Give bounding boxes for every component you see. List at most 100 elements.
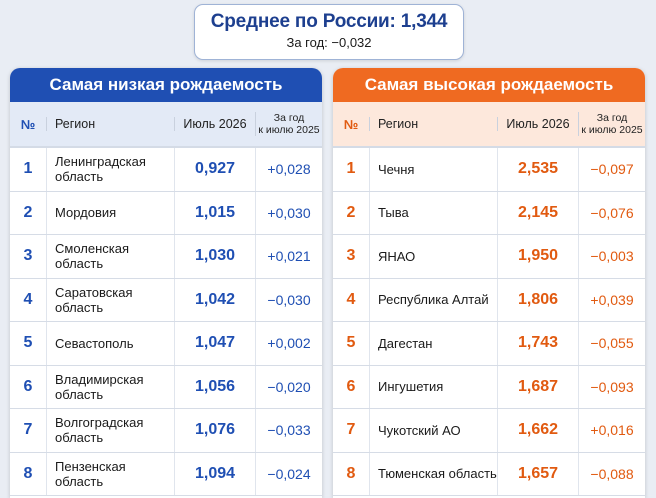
- table-row: 5 Дагестан 1,743 −0,055: [333, 322, 645, 366]
- region-cell: Республика Алтай: [369, 278, 497, 321]
- region-line1: Смоленская: [55, 241, 130, 257]
- rank-cell: 1: [23, 160, 33, 178]
- header-change-line1: За год: [273, 112, 305, 124]
- header-value: Июль 2026: [497, 117, 578, 131]
- year-change-value: −0,033: [255, 409, 322, 452]
- year-change-value: +0,016: [578, 409, 645, 452]
- birthrate-value: 1,950: [497, 235, 578, 278]
- region-cell: Тюменская область: [369, 452, 497, 495]
- birthrate-value: 1,030: [174, 235, 255, 278]
- region-name: Дагестан: [378, 336, 432, 351]
- region-line1: Ленинградская: [55, 154, 146, 170]
- region-name: Волгоградская область: [55, 415, 143, 445]
- highest-panel-title: Самая высокая рождаемость: [333, 68, 645, 102]
- highest-table-header: № Регион Июль 2026 За год к июлю 2025: [333, 102, 645, 148]
- region-cell: Волгоградская область: [46, 409, 174, 452]
- birthrate-value: 0,927: [174, 148, 255, 191]
- region-line1: Тыва: [378, 205, 409, 221]
- birthrate-value: 1,806: [497, 278, 578, 321]
- region-cell: Саратовская область: [46, 278, 174, 321]
- region-line1: Пензенская: [55, 458, 126, 474]
- region-name: Чукотский АО: [378, 423, 461, 438]
- region-name: Тыва: [378, 205, 409, 220]
- region-cell: Дагестан: [369, 322, 497, 365]
- birthrate-value: 1,662: [497, 409, 578, 452]
- lowest-birthrate-panel: Самая низкая рождаемость № Регион Июль 2…: [10, 68, 322, 498]
- region-name: Владимирская область: [55, 372, 144, 402]
- region-line1: Дагестан: [378, 335, 433, 351]
- region-cell: Чукотский АО: [369, 409, 497, 452]
- region-cell: Ингушетия: [369, 365, 497, 408]
- region-line1: Чукотский АО: [378, 422, 461, 438]
- region-cell: Севастополь: [46, 322, 174, 365]
- region-line1: Чечня: [378, 161, 415, 177]
- region-line1: ЯНАО: [378, 248, 416, 264]
- year-change-value: −0,003: [578, 235, 645, 278]
- table-row: 8 Пензенская область 1,094 −0,024: [10, 452, 322, 496]
- year-change-value: +0,021: [255, 235, 322, 278]
- region-line1: Мордовия: [55, 205, 117, 221]
- region-name: Пензенская область: [55, 459, 126, 489]
- year-change-value: −0,088: [578, 452, 645, 495]
- table-row: 4 Саратовская область 1,042 −0,030: [10, 278, 322, 322]
- table-row: 3 ЯНАО 1,950 −0,003: [333, 235, 645, 279]
- birthrate-value: 1,094: [174, 452, 255, 495]
- rank-cell: 7: [346, 421, 356, 439]
- table-row: 7 Чукотский АО 1,662 +0,016: [333, 409, 645, 453]
- rank-cell: 1: [346, 160, 356, 178]
- region-name: Саратовская область: [55, 285, 132, 315]
- rank-cell: 5: [23, 334, 33, 352]
- region-line1: Саратовская: [55, 284, 133, 300]
- rank-cell: 4: [346, 290, 356, 308]
- table-row: 1 Чечня 2,535 −0,097: [333, 148, 645, 192]
- birthrate-value: 1,056: [174, 365, 255, 408]
- header-num: №: [343, 116, 359, 132]
- lowest-table-header: № Регион Июль 2026 За год к июлю 2025: [10, 102, 322, 148]
- table-row: 6 Владимирская область 1,056 −0,020: [10, 365, 322, 409]
- table-row: 2 Тыва 2,145 −0,076: [333, 191, 645, 235]
- rank-cell: 6: [346, 377, 356, 395]
- rank-cell: 3: [23, 247, 33, 265]
- region-cell: Ленинградская область: [46, 148, 174, 191]
- table-row: 1 Ленинградская область 0,927 +0,028: [10, 148, 322, 192]
- year-change-value: −0,055: [578, 322, 645, 365]
- region-cell: Пензенская область: [46, 452, 174, 495]
- region-name: Ленинградская область: [55, 154, 146, 184]
- table-row: 7 Волгоградская область 1,076 −0,033: [10, 409, 322, 453]
- region-cell: Тыва: [369, 191, 497, 234]
- rank-cell: 3: [346, 247, 356, 265]
- russia-average: Среднее по России: 1,344: [210, 11, 448, 32]
- year-change-value: −0,076: [578, 191, 645, 234]
- region-name: Мордовия: [55, 205, 116, 220]
- highest-birthrate-panel: Самая высокая рождаемость № Регион Июль …: [333, 68, 645, 498]
- lowest-table-body: 1 Ленинградская область 0,927 +0,028 2 Мордови…: [10, 148, 322, 496]
- header-num: №: [20, 116, 36, 132]
- birthrate-value: 1,657: [497, 452, 578, 495]
- birthrate-value: 1,076: [174, 409, 255, 452]
- header-change-line2: к июлю 2025: [258, 124, 320, 136]
- year-change-value: −0,024: [255, 452, 322, 495]
- region-cell: ЯНАО: [369, 235, 497, 278]
- birthrate-value: 1,687: [497, 365, 578, 408]
- birthrate-value: 1,042: [174, 278, 255, 321]
- region-name: ЯНАО: [378, 249, 415, 264]
- region-line1: Ингушетия: [378, 379, 444, 395]
- rank-cell: 8: [346, 464, 356, 482]
- region-name: Ингушетия: [378, 379, 443, 394]
- rank-cell: 2: [346, 203, 356, 221]
- region-cell: Чечня: [369, 148, 497, 191]
- year-change-value: −0,030: [255, 278, 322, 321]
- region-line2: область: [55, 430, 104, 446]
- header-region: Регион: [46, 117, 174, 131]
- table-row: 5 Севастополь 1,047 +0,002: [10, 322, 322, 366]
- year-change-value: −0,097: [578, 148, 645, 191]
- region-line2: область: [55, 256, 104, 272]
- header-change: За год к июлю 2025: [255, 112, 322, 136]
- header-value: Июль 2026: [174, 117, 255, 131]
- region-cell: Смоленская область: [46, 235, 174, 278]
- header-change-line2: к июлю 2025: [581, 124, 643, 136]
- table-row: 8 Тюменская область 1,657 −0,088: [333, 452, 645, 496]
- birthrate-value: 1,015: [174, 191, 255, 234]
- region-line2: область: [55, 473, 104, 489]
- year-change-value: +0,030: [255, 191, 322, 234]
